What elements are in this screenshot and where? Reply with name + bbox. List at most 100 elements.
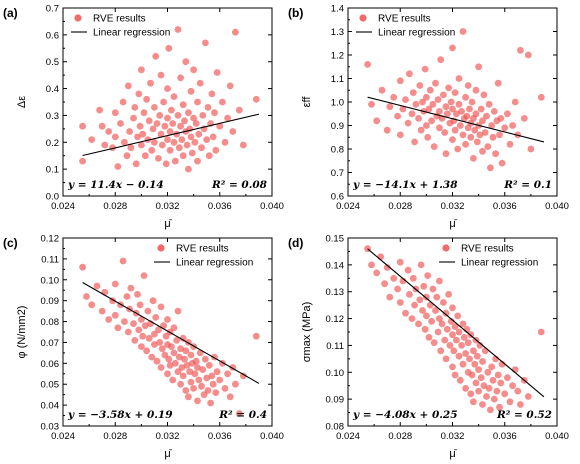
data-point (386, 293, 394, 301)
data-point (373, 269, 381, 277)
y-axis-label: φ (N/mm2) (16, 306, 28, 359)
x-tick-label: 0.028 (388, 201, 412, 212)
data-point (194, 157, 201, 165)
data-point (445, 291, 452, 298)
data-point (205, 362, 213, 369)
data-point (490, 108, 498, 115)
x-axis-label: μ̄ (164, 218, 172, 230)
data-point (433, 293, 441, 301)
data-point (135, 90, 143, 98)
data-point (98, 307, 106, 315)
data-point (173, 130, 181, 138)
data-point (459, 131, 467, 139)
data-point (479, 117, 486, 125)
data-point (509, 382, 516, 390)
y-tick-label: 0.09 (326, 395, 345, 406)
data-point (442, 150, 450, 158)
data-point (204, 387, 212, 394)
data-point (404, 119, 412, 127)
data-point (481, 129, 489, 136)
y-tick-label: 0.11 (41, 254, 59, 265)
data-point (229, 128, 237, 135)
data-point (212, 146, 220, 154)
data-point (468, 371, 476, 379)
y-tick-label: 0.9 (331, 121, 344, 132)
data-point (381, 280, 388, 288)
data-point (199, 366, 207, 373)
data-point (119, 257, 127, 265)
data-point (117, 120, 124, 127)
x-tick-label: 0.024 (51, 201, 75, 212)
r-squared: R² = 0.08 (211, 179, 268, 191)
data-point (442, 355, 450, 363)
data-point (96, 106, 103, 114)
data-point (464, 82, 472, 89)
data-point (436, 277, 443, 285)
regression-equation: y = −4.08x + 0.25 (352, 409, 458, 421)
data-point (179, 152, 187, 160)
data-point (221, 138, 229, 146)
data-point (476, 131, 484, 139)
legend-label-points: RVE results (378, 14, 431, 25)
data-point (440, 299, 447, 306)
y-tick-label: 0.12 (326, 314, 345, 325)
legend-label-line: Linear regression (176, 258, 253, 269)
data-point (143, 347, 151, 355)
points-group (364, 245, 545, 414)
data-point (153, 120, 161, 127)
data-point (492, 150, 499, 158)
data-point (175, 144, 183, 152)
data-point (191, 370, 199, 378)
data-point (494, 79, 502, 87)
data-point (459, 28, 467, 35)
regression-equation: y = −3.58x + 0.19 (67, 409, 173, 421)
legend-label-line: Linear regression (93, 28, 170, 39)
y-tick-label: 0.6 (331, 192, 344, 203)
data-point (458, 342, 465, 349)
data-point (409, 89, 417, 96)
regression-equation: y = −14.1x + 1.38 (352, 179, 458, 191)
data-point (462, 385, 469, 392)
data-point (156, 339, 164, 346)
data-point (111, 280, 119, 288)
data-point (143, 95, 151, 103)
data-point (394, 112, 401, 120)
data-point (135, 326, 143, 334)
y-tick-label: 0.0 (46, 192, 59, 203)
legend-marker (442, 244, 450, 252)
data-point (406, 291, 413, 298)
data-point (152, 314, 160, 321)
data-point (170, 349, 178, 357)
x-tick-label: 0.036 (208, 431, 232, 442)
data-point (472, 110, 480, 118)
data-point (471, 360, 479, 368)
data-point (162, 160, 170, 168)
x-tick-label: 0.028 (388, 431, 412, 442)
data-point (430, 143, 438, 151)
y-tick-label: 0.8 (331, 145, 344, 156)
data-point (194, 98, 201, 106)
data-point (383, 126, 391, 134)
data-point (192, 120, 200, 127)
data-point (155, 326, 162, 334)
data-point (496, 131, 503, 139)
x-tick-label: 0.032 (441, 201, 465, 212)
legend-marker (157, 244, 165, 252)
x-axis-label: μ̄ (449, 218, 457, 230)
data-point (451, 371, 459, 379)
data-point (408, 315, 416, 322)
data-point (468, 98, 476, 106)
y-tick-label: 0.7 (46, 4, 59, 15)
data-point (145, 117, 153, 125)
data-point (451, 323, 459, 330)
data-point (119, 98, 127, 106)
data-point (497, 379, 505, 387)
data-point (477, 374, 485, 382)
data-point (195, 376, 203, 384)
data-point (187, 87, 195, 95)
data-point (202, 39, 209, 47)
data-point (424, 133, 432, 141)
data-point (204, 104, 212, 111)
data-point (203, 136, 211, 144)
data-point (497, 115, 505, 122)
